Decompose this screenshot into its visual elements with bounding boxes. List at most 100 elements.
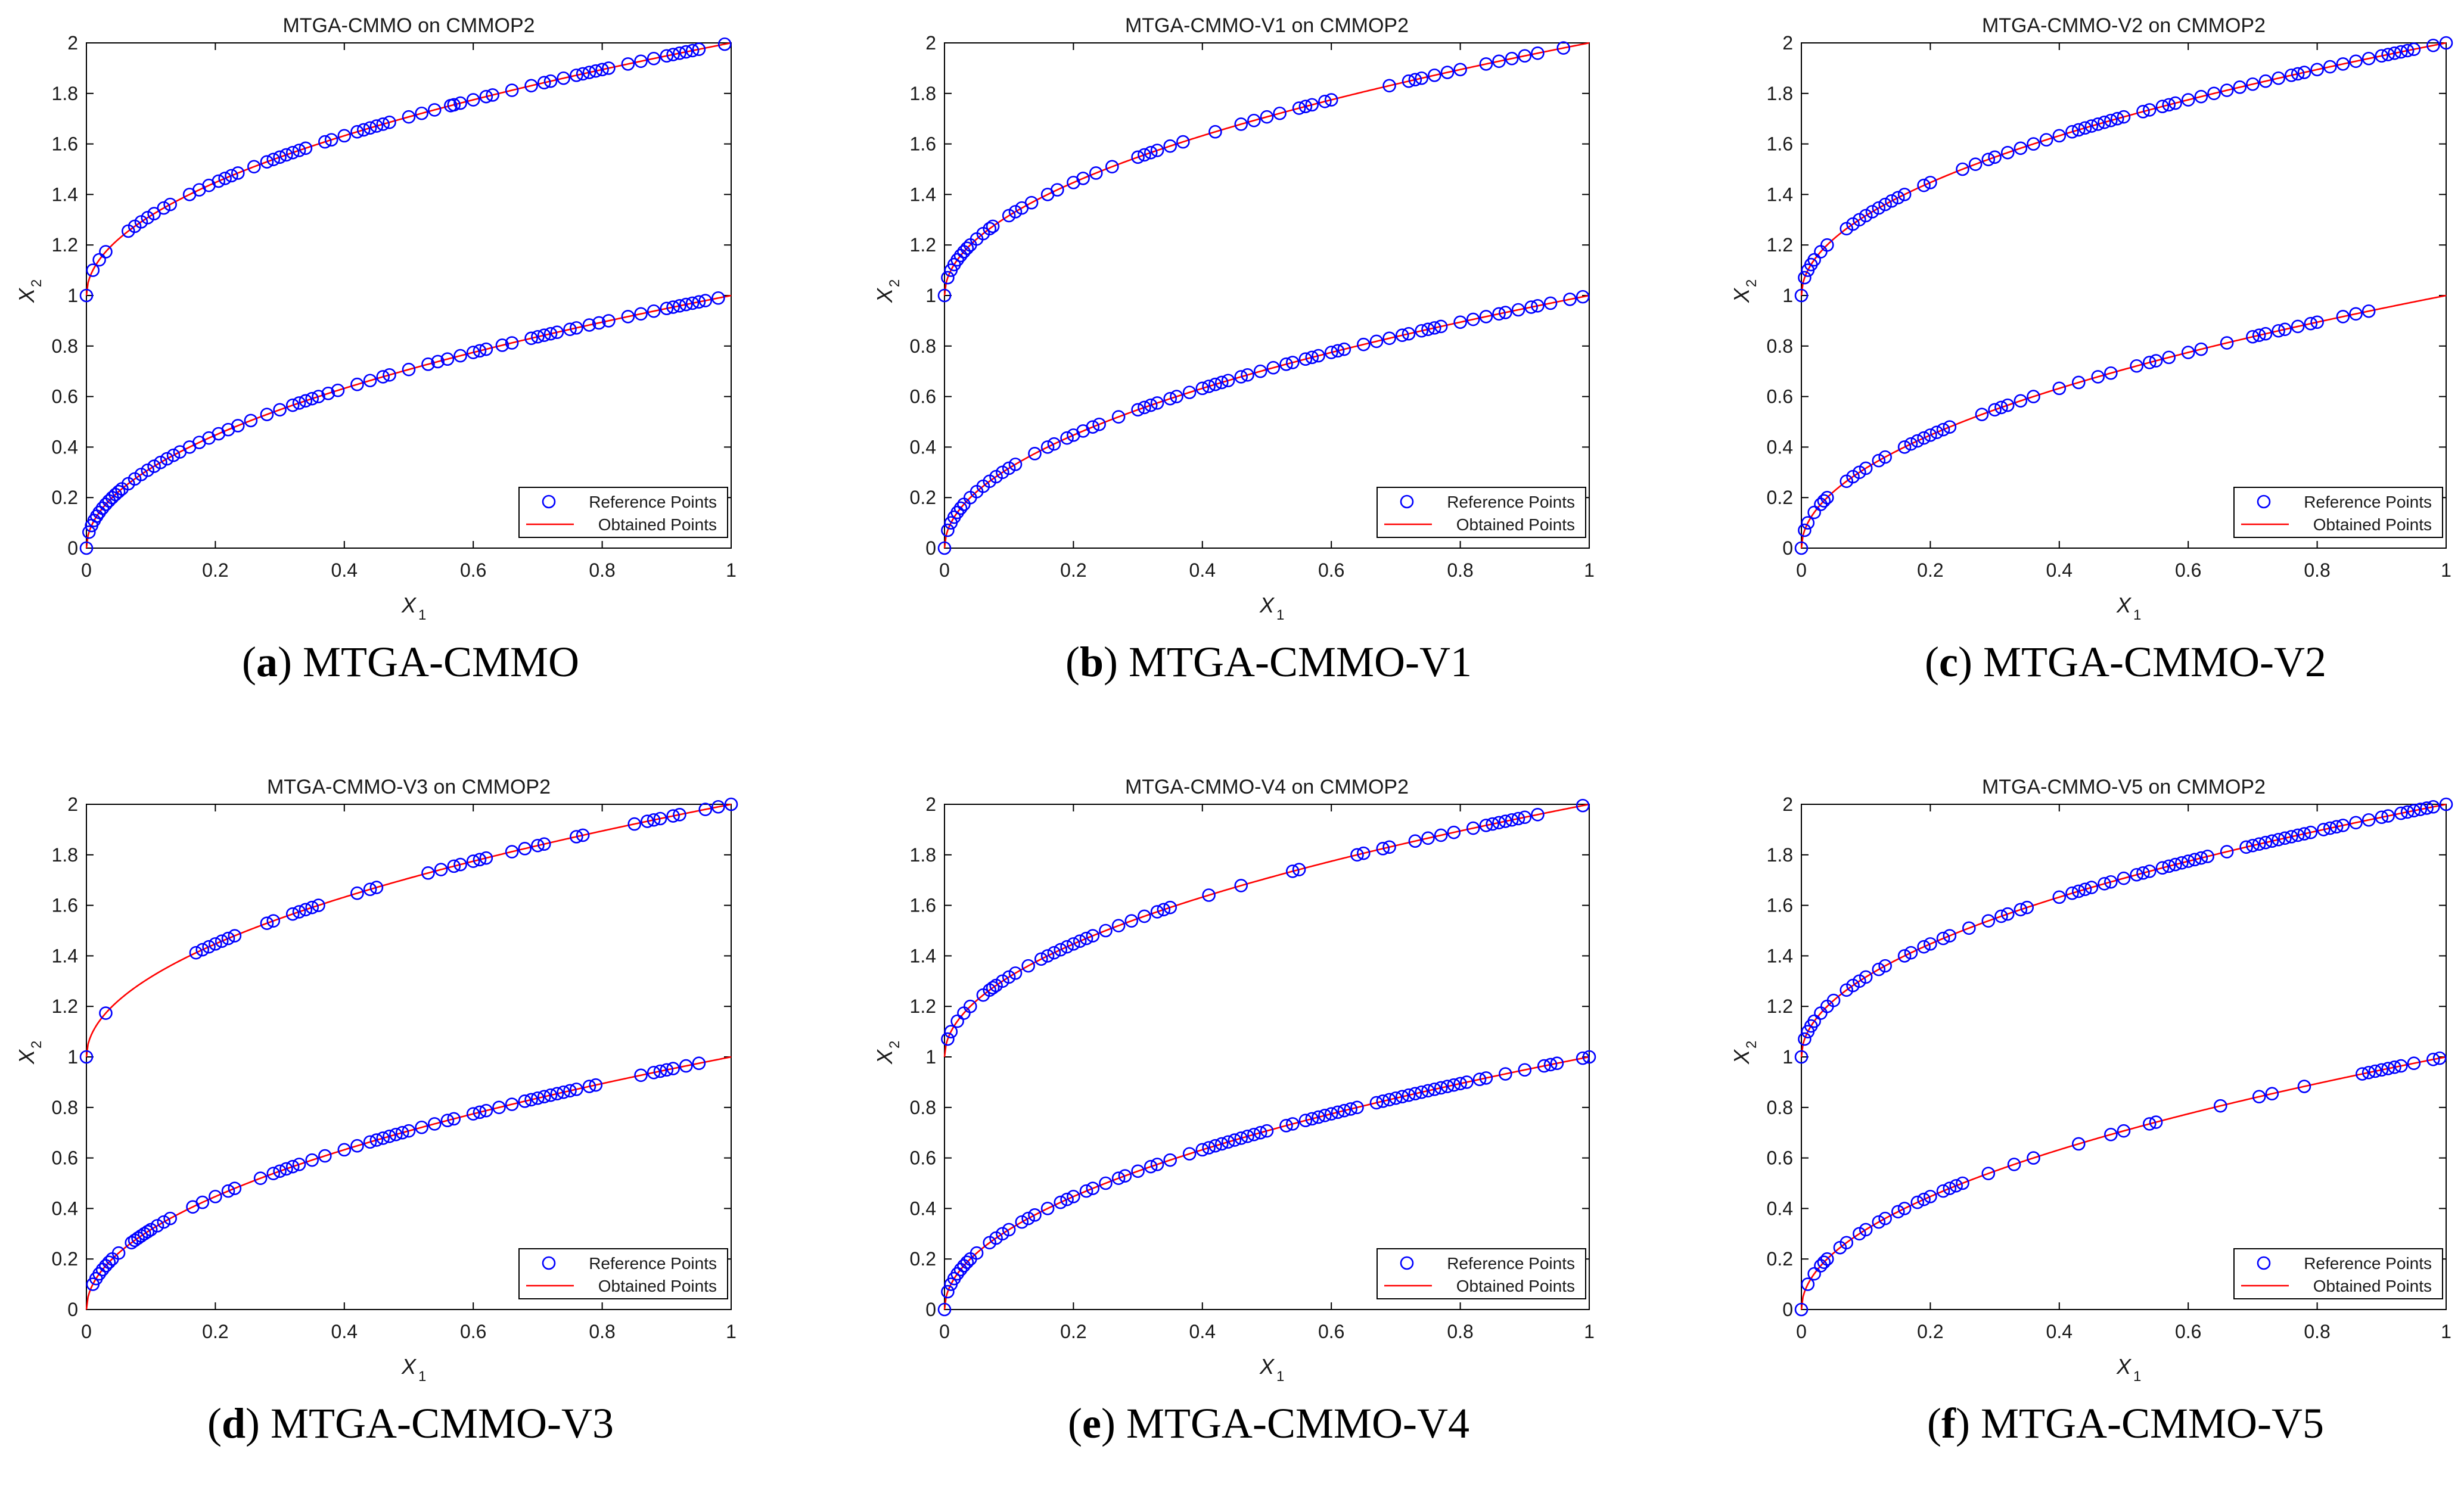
reference-point <box>273 403 287 417</box>
reference-point <box>1479 819 1493 832</box>
reference-point <box>1202 1141 1216 1155</box>
reference-point <box>453 96 467 110</box>
reference-point <box>717 37 732 51</box>
reference-point <box>447 98 461 112</box>
reference-point <box>376 117 390 131</box>
reference-point <box>1395 328 1409 343</box>
obtained-curve-lower <box>1800 1056 2447 1310</box>
reference-point <box>1324 93 1338 107</box>
reference-point <box>79 541 94 555</box>
reference-point <box>2181 93 2195 107</box>
reference-point <box>2272 71 2285 85</box>
x-tick-label: 0.4 <box>2046 559 2073 581</box>
reference-point <box>2285 69 2298 82</box>
reference-point <box>941 523 955 537</box>
reference-point <box>550 325 564 340</box>
reference-point <box>2265 1087 2279 1101</box>
reference-point <box>2291 828 2305 842</box>
legend-box <box>2233 487 2443 538</box>
reference-point <box>1885 194 1899 208</box>
x-axis-label-subscript: 1 <box>1276 1369 1284 1381</box>
reference-point <box>1285 356 1300 369</box>
reference-point <box>1131 1164 1145 1178</box>
y-tick-label: 1.8 <box>52 844 78 866</box>
reference-point <box>1878 1211 1892 1226</box>
reference-point <box>679 45 693 59</box>
reference-point <box>1208 377 1222 391</box>
reference-point <box>1234 1131 1248 1145</box>
reference-point <box>2381 809 2395 823</box>
reference-point <box>1798 523 1812 537</box>
reference-point <box>395 1125 409 1140</box>
reference-point <box>2027 390 2040 403</box>
reference-point <box>369 881 384 894</box>
reference-point <box>1563 293 1577 306</box>
reference-point <box>1253 1125 1267 1140</box>
reference-point <box>647 51 661 66</box>
reference-point <box>1195 381 1210 396</box>
x-tick-label: 0.4 <box>1189 559 1216 581</box>
reference-point <box>209 937 222 951</box>
reference-point <box>1859 209 1873 223</box>
reference-point <box>2142 1117 2157 1131</box>
reference-point <box>486 88 499 102</box>
reference-point <box>1279 1119 1293 1133</box>
caption-paren-close: ) <box>1957 638 1983 686</box>
reference-point <box>1163 391 1177 406</box>
reference-point <box>1550 1056 1564 1071</box>
reference-point <box>2071 884 2086 898</box>
reference-point <box>953 501 968 515</box>
reference-point <box>550 1087 564 1101</box>
plot-area-box <box>944 42 1590 549</box>
reference-point <box>221 1184 235 1198</box>
reference-point <box>666 809 680 823</box>
y-tick-label: 2 <box>925 32 936 54</box>
reference-point <box>2014 141 2028 155</box>
reference-point <box>473 853 487 867</box>
reference-point <box>209 1190 222 1203</box>
reference-point <box>1859 461 1873 475</box>
reference-point <box>1826 993 1841 1007</box>
reference-point <box>2091 370 2105 384</box>
reference-point <box>679 1059 693 1073</box>
reference-point <box>1060 1192 1074 1206</box>
reference-point <box>1285 864 1300 878</box>
reference-point <box>1962 921 1976 935</box>
reference-point <box>2413 803 2428 816</box>
reference-point <box>1440 66 1455 79</box>
reference-point <box>531 838 545 853</box>
reference-point <box>1350 848 1364 862</box>
reference-point <box>1008 966 1023 980</box>
legend-label-obtained: Obtained Points <box>1456 515 1575 534</box>
x-axis-label: X <box>1259 1354 1275 1379</box>
reference-point <box>350 377 364 391</box>
y-tick-label: 1.2 <box>910 996 936 1017</box>
reference-point <box>1376 1094 1390 1108</box>
reference-point <box>376 370 390 384</box>
reference-point <box>1943 1181 1957 1195</box>
reference-point <box>92 505 106 520</box>
panel-caption: (b) MTGA-CMMO-V1 <box>858 637 1679 687</box>
y-axis-label: X <box>14 1049 39 1065</box>
y-axis-label-subscript: 2 <box>1744 279 1760 287</box>
reference-point <box>2117 1124 2131 1138</box>
reference-point <box>2027 1151 2040 1165</box>
reference-point <box>1936 931 1950 946</box>
reference-point <box>1897 188 1912 201</box>
y-tick-label: 0 <box>925 1299 936 1320</box>
caption-paren-open: ( <box>242 638 256 686</box>
reference-point <box>589 1078 603 1092</box>
reference-point <box>212 174 226 188</box>
reference-point <box>1099 1176 1113 1190</box>
reference-point <box>2233 80 2247 94</box>
reference-point <box>266 1167 281 1180</box>
reference-point <box>685 43 700 58</box>
reference-point <box>1138 909 1151 923</box>
caption-letter: a <box>256 638 278 686</box>
chart-panel-c: MTGA-CMMO-V2 on CMMOP2 0 0.2 0.4 0.6 0.8 1 0 0.2… <box>1715 0 2464 735</box>
reference-point <box>679 297 693 312</box>
reference-point <box>518 842 532 856</box>
reference-point <box>2394 1059 2408 1073</box>
reference-point <box>1324 346 1338 359</box>
reference-point <box>285 907 300 921</box>
